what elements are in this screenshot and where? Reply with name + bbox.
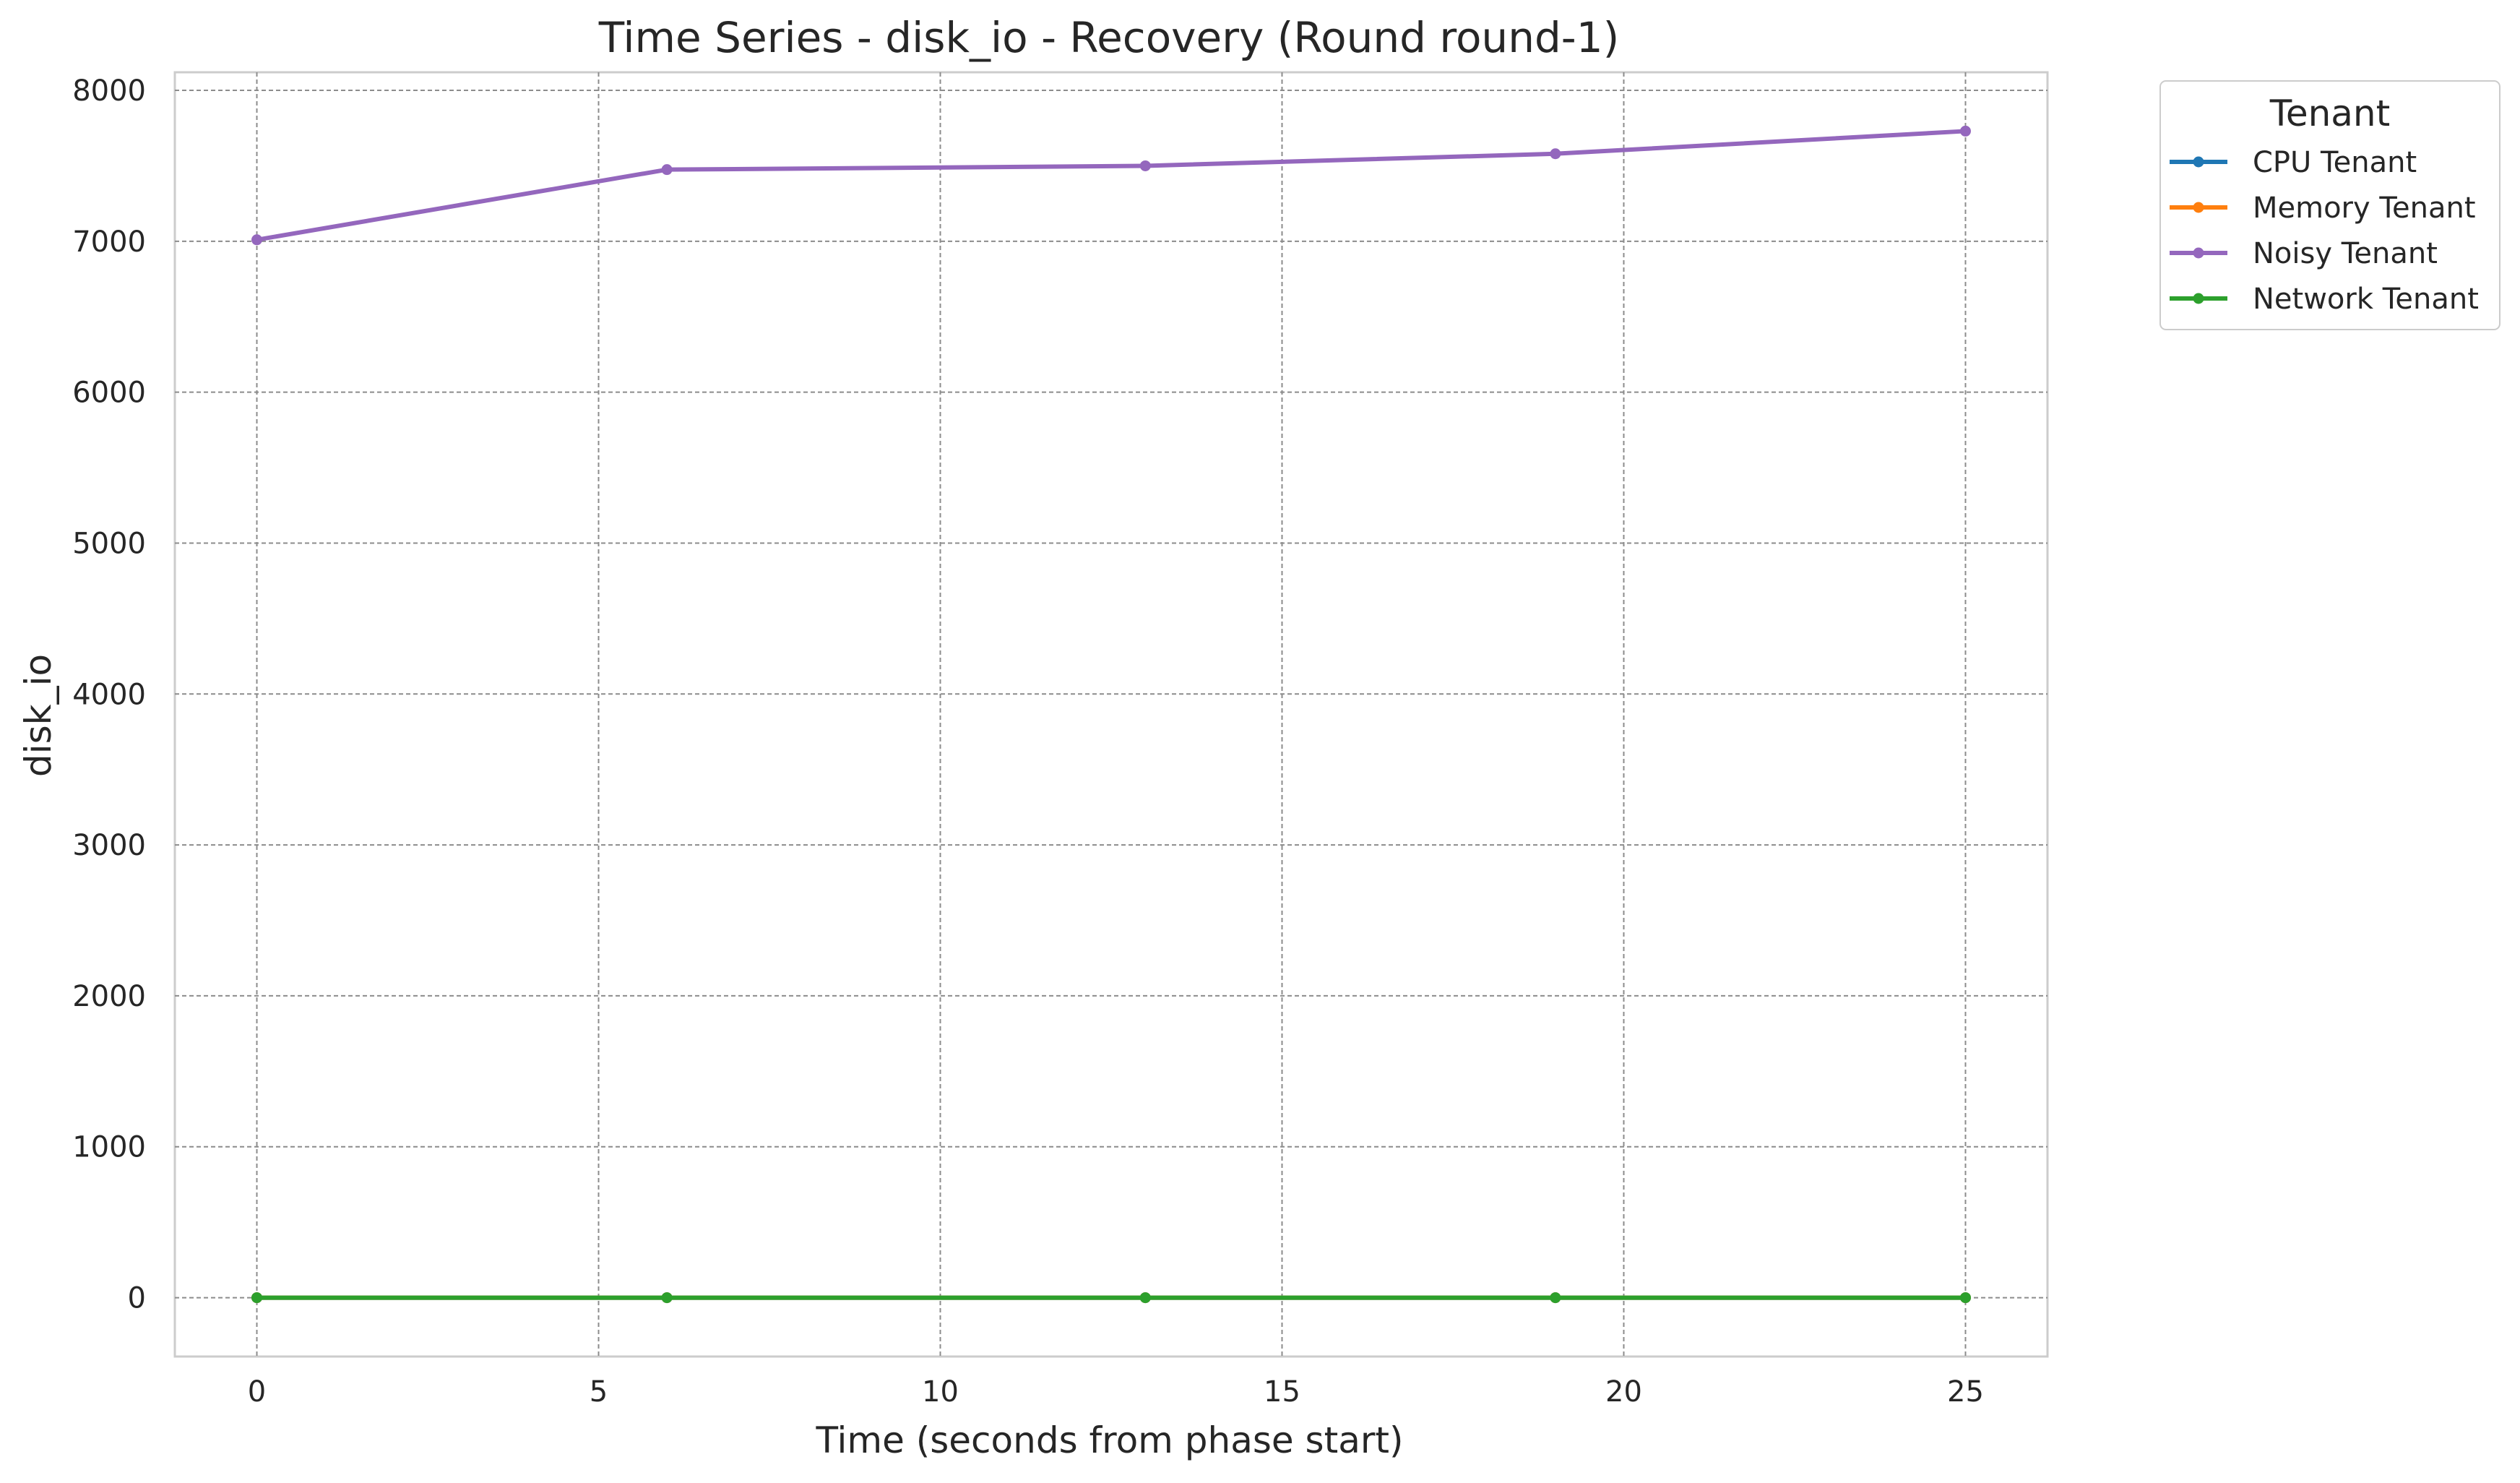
tick-labels: 0 5 10 15 20 25 0 1000 2000 3000 4000 5000 6000 7000 8…: [72, 74, 1984, 1409]
legend-marker: [2193, 247, 2204, 259]
x-tick-label: 20: [1605, 1375, 1642, 1409]
legend-item-network-tenant: Network Tenant: [2170, 283, 2479, 316]
plot-area: [173, 71, 2049, 1358]
chart-title-group: Time Series - disk_io - Recovery (Round …: [598, 13, 1619, 62]
y-tick-label: 7000: [72, 225, 146, 259]
y-tick-label: 3000: [72, 829, 146, 862]
data-point-network-tenant: [1550, 1292, 1561, 1304]
y-tick-label: 6000: [72, 377, 146, 410]
legend-item-cpu-tenant: CPU Tenant: [2170, 146, 2417, 179]
y-tick-label: 5000: [72, 527, 146, 560]
series-network-tenant: [251, 1292, 1971, 1304]
data-point-noisy-tenant: [661, 164, 673, 176]
y-tick-label: 1000: [72, 1131, 146, 1164]
data-point-network-tenant: [661, 1292, 673, 1304]
data-series: [251, 125, 1971, 1304]
legend-label: Network Tenant: [2253, 283, 2479, 316]
x-tick-label: 5: [590, 1375, 608, 1409]
y-tick-label: 2000: [72, 980, 146, 1013]
legend-label: CPU Tenant: [2253, 146, 2417, 179]
y-axis-label: disk_io: [17, 654, 59, 777]
data-point-noisy-tenant: [1550, 148, 1561, 160]
chart-title: Time Series - disk_io - Recovery (Round …: [598, 13, 1619, 62]
legend-box: [2159, 80, 2500, 330]
axis-labels: Time (seconds from phase start) disk_io: [17, 654, 1404, 1461]
plot-background: [173, 71, 2049, 1358]
data-point-network-tenant: [1959, 1292, 1971, 1304]
data-point-network-tenant: [251, 1292, 263, 1304]
legend-item-noisy-tenant: Noisy Tenant: [2170, 237, 2438, 270]
data-point-noisy-tenant: [1959, 125, 1971, 137]
legend-marker: [2193, 293, 2204, 304]
series-noisy-tenant: [251, 125, 1971, 246]
y-tick-label: 0: [128, 1282, 146, 1315]
legend-item-memory-tenant: Memory Tenant: [2170, 192, 2476, 225]
x-tick-label: 0: [248, 1375, 266, 1409]
x-axis-label: Time (seconds from phase start): [815, 1419, 1403, 1461]
x-tick-label: 25: [1947, 1375, 1984, 1409]
data-point-noisy-tenant: [1139, 160, 1151, 171]
legend-marker: [2193, 202, 2204, 213]
data-point-network-tenant: [1139, 1292, 1151, 1304]
data-point-noisy-tenant: [251, 234, 263, 246]
x-tick-label: 10: [922, 1375, 959, 1409]
legend-marker: [2193, 156, 2204, 168]
legend-title: Tenant: [2269, 93, 2390, 134]
x-tick-label: 15: [1264, 1375, 1300, 1409]
legend: Tenant CPU Tenant Memory Tenant Noisy Tena…: [2159, 80, 2500, 330]
y-tick-label: 8000: [72, 74, 146, 108]
legend-label: Noisy Tenant: [2253, 237, 2438, 270]
y-tick-label: 4000: [72, 678, 146, 711]
legend-label: Memory Tenant: [2253, 192, 2476, 225]
